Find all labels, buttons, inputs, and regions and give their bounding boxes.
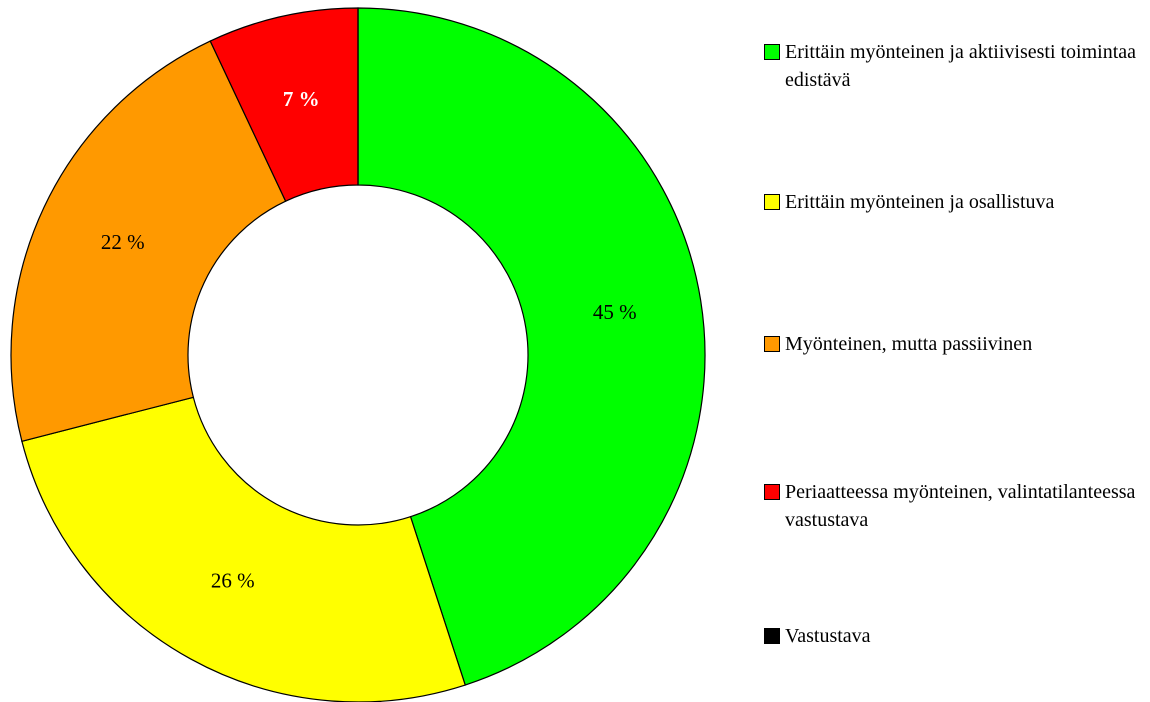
legend-swatch xyxy=(764,484,780,500)
legend-item: Erittäin myönteinen ja osallistuva xyxy=(764,188,1147,216)
legend-swatch xyxy=(764,628,780,644)
legend-label: Erittäin myönteinen ja osallistuva xyxy=(785,191,1055,213)
legend-item: Erittäin myönteinen ja aktiivisesti toim… xyxy=(764,38,1147,94)
donut-segment xyxy=(357,7,706,686)
legend-label: Vastustava xyxy=(785,625,871,647)
legend-item: Myönteinen, mutta passiivinen xyxy=(764,330,1147,358)
legend-label: Myönteinen, mutta passiivinen xyxy=(785,333,1033,355)
legend-swatch xyxy=(764,194,780,210)
legend-swatch xyxy=(764,44,780,60)
donut-segment xyxy=(10,40,287,443)
data-label: 45 % xyxy=(593,300,637,324)
legend-label: Erittäin myönteinen ja aktiivisesti toim… xyxy=(785,41,1137,91)
legend-label: Periaatteessa myönteinen, valintatilante… xyxy=(785,481,1136,531)
data-label: 22 % xyxy=(101,230,145,254)
legend-swatch xyxy=(764,336,780,352)
donut-segment xyxy=(21,396,466,702)
data-label: 7 % xyxy=(283,87,320,111)
data-label: 26 % xyxy=(211,569,255,593)
legend-item: Periaatteessa myönteinen, valintatilante… xyxy=(764,478,1147,534)
legend-item: Vastustava xyxy=(764,622,1147,650)
